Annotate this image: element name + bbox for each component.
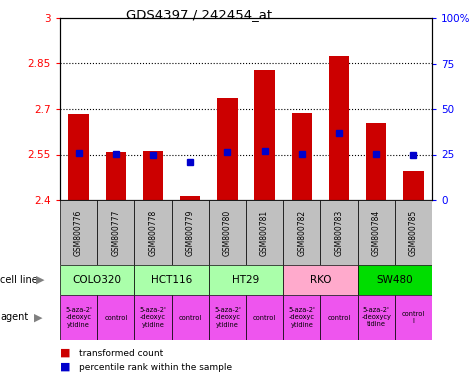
- Text: control
l: control l: [402, 311, 425, 324]
- Bar: [292, 113, 312, 200]
- Text: cell line: cell line: [0, 275, 38, 285]
- Text: GSM800784: GSM800784: [372, 209, 380, 256]
- Text: percentile rank within the sample: percentile rank within the sample: [79, 362, 232, 371]
- Text: GSM800779: GSM800779: [186, 209, 195, 256]
- Text: RKO: RKO: [310, 275, 331, 285]
- Bar: [60, 200, 97, 265]
- Text: transformed count: transformed count: [79, 349, 163, 358]
- Bar: [171, 200, 209, 265]
- Text: GSM800778: GSM800778: [149, 209, 158, 256]
- Text: agent: agent: [0, 313, 28, 323]
- Text: SW480: SW480: [377, 275, 413, 285]
- Bar: [403, 171, 424, 200]
- Bar: [134, 295, 171, 340]
- Text: control: control: [327, 314, 351, 321]
- Bar: [283, 295, 321, 340]
- Text: GSM800783: GSM800783: [334, 209, 343, 256]
- Bar: [60, 265, 134, 295]
- Bar: [395, 200, 432, 265]
- Text: HCT116: HCT116: [151, 275, 192, 285]
- Bar: [209, 200, 246, 265]
- Bar: [358, 295, 395, 340]
- Bar: [358, 200, 395, 265]
- Text: ▶: ▶: [33, 313, 42, 323]
- Text: GSM800777: GSM800777: [111, 209, 120, 256]
- Bar: [97, 295, 134, 340]
- Bar: [283, 265, 358, 295]
- Bar: [283, 200, 321, 265]
- Bar: [134, 265, 209, 295]
- Text: control: control: [179, 314, 202, 321]
- Bar: [255, 70, 275, 200]
- Text: 5-aza-2'
-deoxycy
tidine: 5-aza-2' -deoxycy tidine: [361, 308, 391, 328]
- Bar: [321, 200, 358, 265]
- Bar: [60, 295, 97, 340]
- Bar: [97, 200, 134, 265]
- Bar: [358, 265, 432, 295]
- Text: GSM800782: GSM800782: [297, 209, 306, 256]
- Bar: [395, 295, 432, 340]
- Bar: [68, 114, 89, 200]
- Text: GSM800780: GSM800780: [223, 209, 232, 256]
- Text: 5-aza-2'
-deoxyc
ytidine: 5-aza-2' -deoxyc ytidine: [288, 308, 315, 328]
- Text: ■: ■: [60, 362, 70, 372]
- Text: GSM800781: GSM800781: [260, 209, 269, 256]
- Text: GDS4397 / 242454_at: GDS4397 / 242454_at: [126, 8, 273, 21]
- Text: ▶: ▶: [36, 275, 44, 285]
- Bar: [246, 295, 283, 340]
- Bar: [209, 265, 283, 295]
- Bar: [105, 152, 126, 200]
- Bar: [366, 122, 387, 200]
- Text: COLO320: COLO320: [73, 275, 122, 285]
- Text: 5-aza-2'
-deoxyc
ytidine: 5-aza-2' -deoxyc ytidine: [214, 308, 241, 328]
- Text: GSM800785: GSM800785: [409, 209, 418, 256]
- Bar: [171, 295, 209, 340]
- Text: 5-aza-2'
-deoxyc
ytidine: 5-aza-2' -deoxyc ytidine: [65, 308, 92, 328]
- Text: 5-aza-2'
-deoxyc
ytidine: 5-aza-2' -deoxyc ytidine: [140, 308, 166, 328]
- Bar: [321, 295, 358, 340]
- Text: control: control: [253, 314, 276, 321]
- Bar: [180, 196, 200, 200]
- Bar: [134, 200, 171, 265]
- Bar: [246, 200, 283, 265]
- Text: GSM800776: GSM800776: [74, 209, 83, 256]
- Bar: [143, 151, 163, 200]
- Bar: [329, 56, 349, 200]
- Text: control: control: [104, 314, 127, 321]
- Text: ■: ■: [60, 348, 70, 358]
- Text: HT29: HT29: [232, 275, 260, 285]
- Bar: [209, 295, 246, 340]
- Bar: [217, 98, 238, 200]
